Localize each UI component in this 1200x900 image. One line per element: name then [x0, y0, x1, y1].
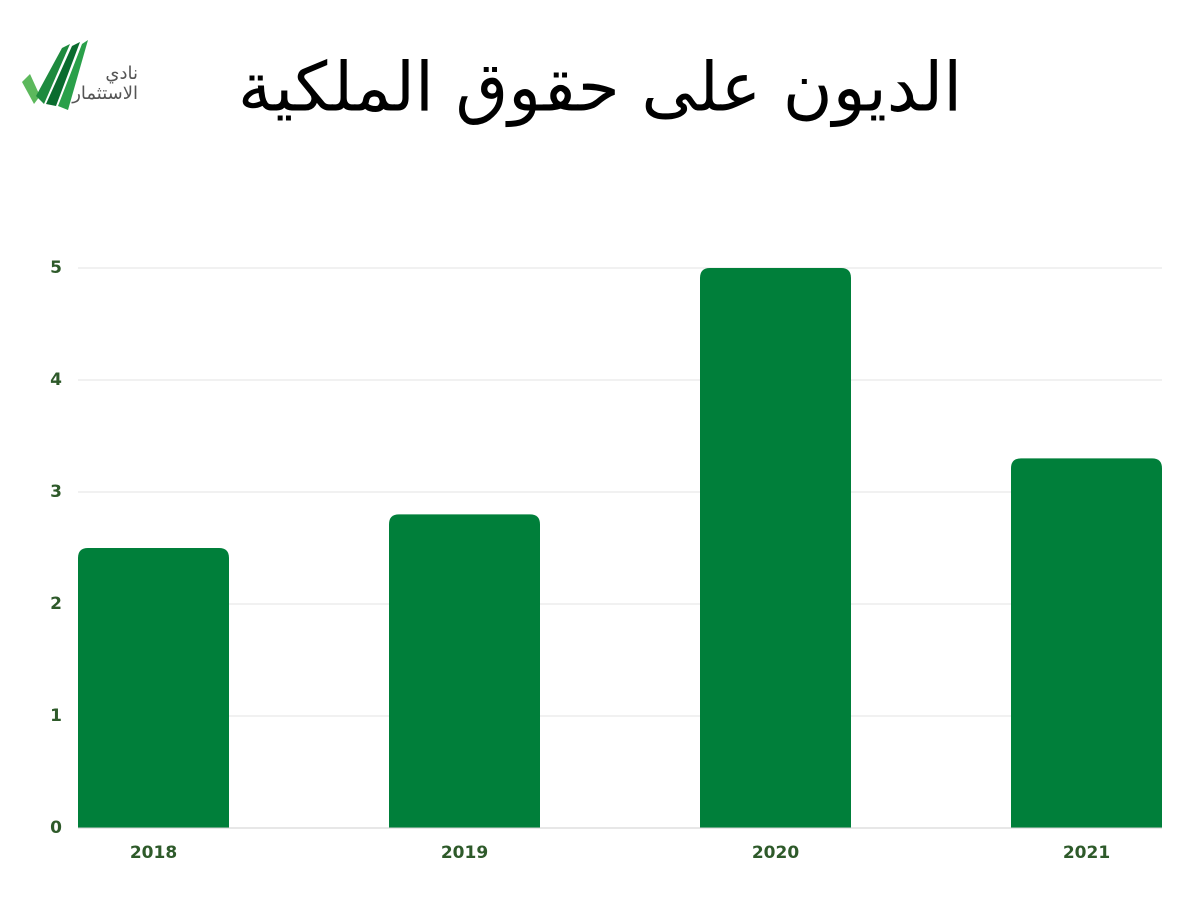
bar: [389, 514, 540, 828]
y-tick-label: 2: [50, 594, 62, 614]
y-tick-label: 5: [50, 258, 62, 278]
bar: [1011, 458, 1162, 828]
bar: [78, 548, 229, 828]
y-tick-label: 0: [50, 818, 62, 838]
x-tick-label: 2020: [752, 843, 799, 863]
logo-stripe: [36, 44, 70, 104]
logo-text: الاستثمار: [71, 83, 138, 104]
x-tick-label: 2019: [441, 843, 488, 863]
x-tick-label: 2021: [1063, 843, 1110, 863]
logo: نادي الاستثمار: [22, 40, 138, 110]
y-tick-label: 1: [50, 706, 62, 726]
y-tick-label: 3: [50, 482, 62, 502]
logo-stripe: [22, 74, 40, 104]
logo-stripe: [58, 40, 88, 110]
y-tick-label: 4: [50, 370, 62, 390]
x-tick-label: 2018: [130, 843, 177, 863]
logo-text: نادي: [105, 63, 138, 84]
logo-stripe: [46, 42, 80, 106]
chart-title: الديون على حقوق الملكية: [238, 49, 962, 128]
bar: [700, 268, 851, 828]
